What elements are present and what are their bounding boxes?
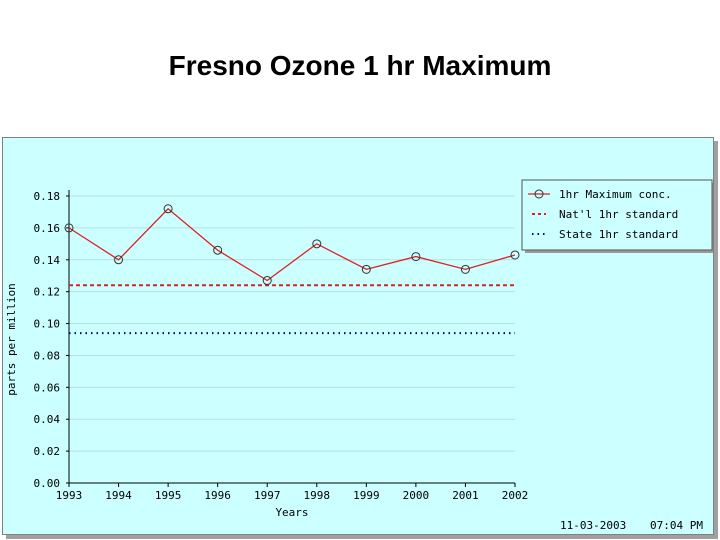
y-tick-label: 0.04 xyxy=(34,413,61,426)
y-tick-label: 0.10 xyxy=(34,318,61,331)
data-point xyxy=(213,245,223,255)
legend-label: Nat'l 1hr standard xyxy=(559,208,678,221)
y-tick-label: 0.14 xyxy=(34,254,61,267)
data-point xyxy=(64,223,74,233)
data-point xyxy=(510,250,520,260)
x-tick-label: 1996 xyxy=(204,489,231,502)
x-tick-label: 2000 xyxy=(403,489,430,502)
y-tick-label: 0.02 xyxy=(34,445,61,458)
slide-title: Fresno Ozone 1 hr Maximum xyxy=(168,50,552,81)
footer-date: 11-03-2003 xyxy=(560,519,626,532)
x-tick-label: 1997 xyxy=(254,489,281,502)
y-tick-label: 0.16 xyxy=(34,222,61,235)
y-tick-label: 0.06 xyxy=(34,381,61,394)
data-point xyxy=(411,252,421,262)
x-tick-label: 2001 xyxy=(452,489,479,502)
data-point xyxy=(460,264,470,274)
y-tick-label: 0.08 xyxy=(34,349,61,362)
series-line-1hr-maximum xyxy=(68,207,516,282)
x-tick-label: 1999 xyxy=(353,489,380,502)
y-tick-label: 0.18 xyxy=(34,190,61,203)
x-tick-label: 1994 xyxy=(105,489,132,502)
legend-box xyxy=(521,179,713,251)
y-tick-label: 0.00 xyxy=(34,477,61,490)
data-point xyxy=(312,239,322,249)
legend-label: 1hr Maximum conc. xyxy=(559,188,672,201)
data-point xyxy=(361,264,371,274)
legend-marker xyxy=(534,189,544,199)
x-tick-label: 1998 xyxy=(304,489,331,502)
data-point xyxy=(262,276,272,286)
chart-panel: 0.00 0.02 0.04 0.06 0.08 0.10 0.12 0.14 0.16 0.18… xyxy=(2,137,714,535)
y-axis-label: parts per million xyxy=(5,283,18,396)
legend-label: State 1hr standard xyxy=(559,228,678,241)
x-axis-label: Years xyxy=(275,506,308,519)
data-point xyxy=(163,204,173,214)
y-tick-label: 0.12 xyxy=(34,286,61,299)
x-tick-label: 2002 xyxy=(502,489,529,502)
footer-time: 07:04 PM xyxy=(650,519,703,532)
x-tick-label: 1995 xyxy=(155,489,182,502)
data-point xyxy=(114,255,124,265)
ozone-line-chart: 0.00 0.02 0.04 0.06 0.08 0.10 0.12 0.14 0.16 0.18… xyxy=(5,179,713,532)
x-tick-label: 1993 xyxy=(56,489,83,502)
